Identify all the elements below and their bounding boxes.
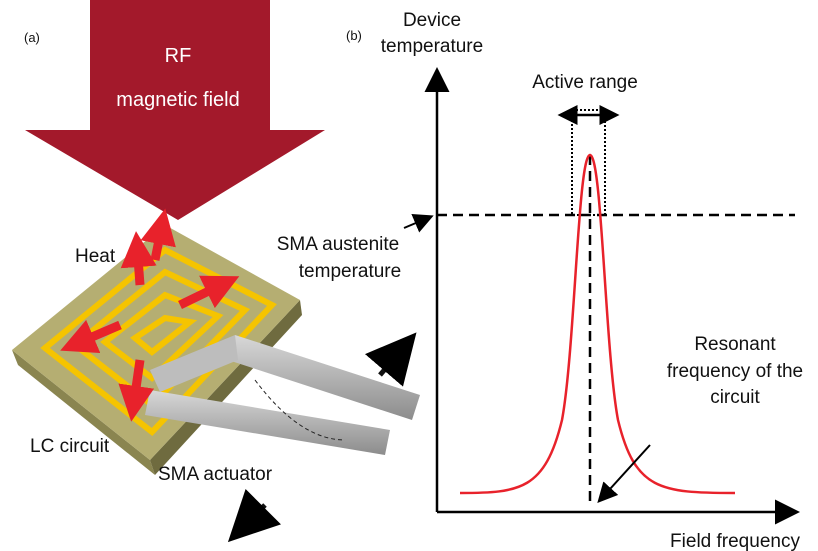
panel-label: (b) xyxy=(346,28,362,43)
resonant-label: circuit xyxy=(710,387,760,408)
motion-arrow xyxy=(235,505,265,535)
austenite-label: SMA austenite xyxy=(277,234,400,255)
heat-label: Heat xyxy=(75,246,116,267)
resonant-label: Resonant xyxy=(694,334,776,355)
resonant-label: frequency of the xyxy=(667,361,803,382)
austenite-arrow xyxy=(404,217,430,228)
response-curve xyxy=(460,155,735,493)
panel-label: (a) xyxy=(24,30,40,45)
y-axis-label: Device xyxy=(403,10,461,31)
y-axis-label: temperature xyxy=(381,36,483,57)
field-label: magnetic field xyxy=(116,89,239,111)
lc-circuit-label: LC circuit xyxy=(30,436,110,457)
sma-actuator-label: SMA actuator xyxy=(158,464,273,485)
austenite-label: temperature xyxy=(299,261,401,282)
field-label: RF xyxy=(165,45,192,67)
x-axis-label: Field frequency xyxy=(670,531,800,551)
active-range-label: Active range xyxy=(532,72,638,93)
figure: (a) RF magnetic field Heat LC circuit SM… xyxy=(0,0,818,551)
motion-arrow xyxy=(380,340,410,375)
